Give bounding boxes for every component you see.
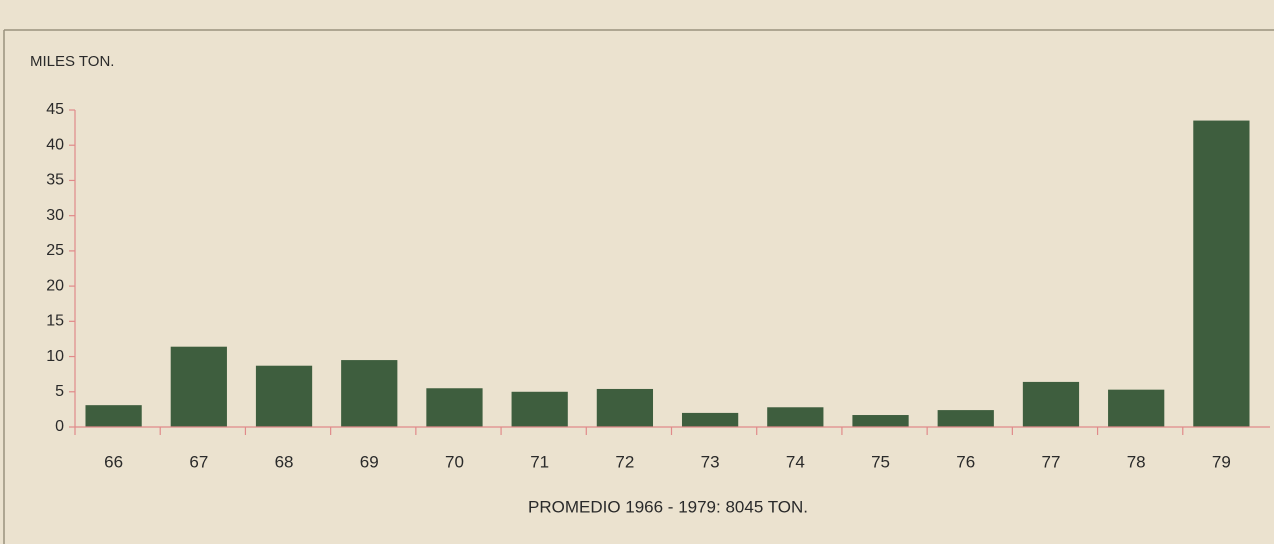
x-tick-label: 74 — [786, 452, 805, 471]
bar — [170, 346, 227, 427]
x-tick-label: 72 — [615, 452, 634, 471]
y-tick-label: 15 — [46, 313, 64, 330]
bar — [596, 388, 654, 427]
x-tick-label: 73 — [701, 452, 720, 471]
y-tick-label: 45 — [46, 101, 64, 118]
x-tick-label: 71 — [530, 452, 549, 471]
bar — [937, 410, 994, 427]
y-tick-label: 25 — [46, 242, 64, 259]
x-tick-label: 78 — [1127, 452, 1146, 471]
x-tick-label: 77 — [1042, 452, 1061, 471]
bar — [85, 405, 142, 427]
bar — [255, 365, 313, 427]
bar — [426, 388, 483, 427]
x-axis-label: PROMEDIO 1966 - 1979: 8045 TON. — [528, 497, 808, 516]
x-tick-label: 68 — [275, 452, 294, 471]
y-tick-label: 10 — [46, 348, 64, 365]
x-tick-label: 76 — [956, 452, 975, 471]
x-tick-label: 67 — [189, 452, 208, 471]
y-axis-label: MILES TON. — [30, 53, 114, 70]
y-tick-label: 35 — [46, 172, 64, 189]
x-tick-label: 69 — [360, 452, 379, 471]
bar — [681, 412, 739, 427]
bar — [852, 415, 909, 427]
y-tick-label: 0 — [55, 418, 64, 435]
bar — [1193, 120, 1250, 428]
y-tick-label: 30 — [46, 207, 64, 224]
y-tick-label: 40 — [46, 136, 64, 153]
y-tick-label: 5 — [55, 383, 64, 400]
bar — [511, 391, 568, 427]
y-tick-label: 20 — [46, 277, 64, 294]
x-tick-label: 75 — [871, 452, 890, 471]
x-tick-label: 70 — [445, 452, 464, 471]
bar — [767, 407, 824, 427]
x-tick-label: 79 — [1212, 452, 1231, 471]
x-tick-label: 66 — [104, 452, 123, 471]
bar — [341, 360, 398, 427]
bar — [1022, 381, 1080, 427]
bar — [1108, 389, 1165, 427]
